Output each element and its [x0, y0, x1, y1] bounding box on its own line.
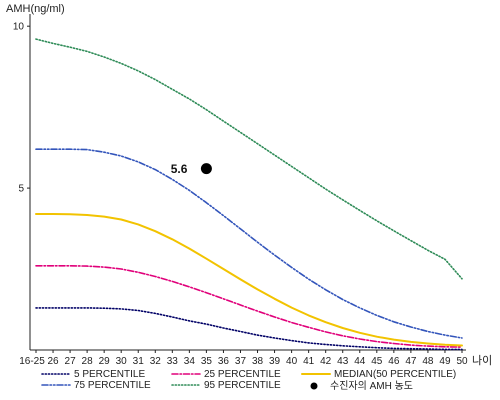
legend-swatch-patient [310, 382, 318, 390]
x-tick-label: 42 [320, 356, 332, 367]
x-tick-label: 16-25 [19, 356, 45, 367]
series-line-3 [35, 148, 463, 339]
x-tick-label: 45 [371, 356, 383, 367]
x-tick-label: 46 [388, 356, 400, 367]
legend-label-4: 95 PERCENTILE [204, 380, 281, 391]
series-line-0 [35, 307, 463, 351]
x-tick-label: 48 [422, 356, 434, 367]
x-tick-label: 30 [116, 356, 128, 367]
legend: 5 PERCENTILE 25 PERCENTILE MEDIAN(50 PERCE… [41, 369, 456, 392]
y-tick-label: 5 [18, 184, 24, 195]
series-line-1 [35, 264, 463, 348]
x-axis-title: 나이 [472, 354, 492, 367]
x-tick-label: 41 [303, 356, 315, 367]
x-tick-label: 47 [405, 356, 417, 367]
x-tick-label: 31 [133, 356, 145, 367]
x-tick-label: 32 [150, 356, 162, 367]
y-tick-label: 10 [13, 22, 25, 33]
x-tick-label: 39 [269, 356, 281, 367]
legend-label-0: 5 PERCENTILE [74, 369, 145, 380]
series-layer [35, 38, 463, 351]
legend-label-patient: 수진자의 AMH 농도 [330, 380, 413, 392]
x-tick-label: 28 [82, 356, 94, 367]
legend-label-1: 25 PERCENTILE [204, 369, 281, 380]
x-tick-label: 38 [252, 356, 264, 367]
patient-marker-layer: 5.6 [171, 162, 212, 176]
x-tick-label: 43 [337, 356, 349, 367]
x-tick-label: 35 [201, 356, 213, 367]
legend-label-3: 75 PERCENTILE [74, 380, 151, 391]
axes: AMH(ng/ml) 나이 5 10 16-25 26 27 28 29 30 31 32 33 34 35… [6, 3, 492, 367]
x-tick-label: 37 [235, 356, 247, 367]
y-axis-title: AMH(ng/ml) [6, 3, 65, 15]
x-tick-label: 44 [354, 356, 366, 367]
x-tick-label: 27 [65, 356, 77, 367]
x-tick-label: 26 [47, 356, 59, 367]
x-tick-label: 34 [184, 356, 196, 367]
legend-label-2: MEDIAN(50 PERCENTILE) [334, 369, 456, 380]
x-tick-label: 36 [218, 356, 230, 367]
patient-amh-point [200, 163, 212, 175]
series-line-4 [35, 38, 463, 280]
x-tick-label: 29 [99, 356, 111, 367]
x-tick-label: 33 [167, 356, 179, 367]
patient-amh-label: 5.6 [171, 162, 188, 176]
x-tick-label: 50 [456, 356, 468, 367]
series-line-2 [35, 213, 463, 347]
x-tick-label: 40 [286, 356, 298, 367]
x-tick-label: 49 [439, 356, 451, 367]
